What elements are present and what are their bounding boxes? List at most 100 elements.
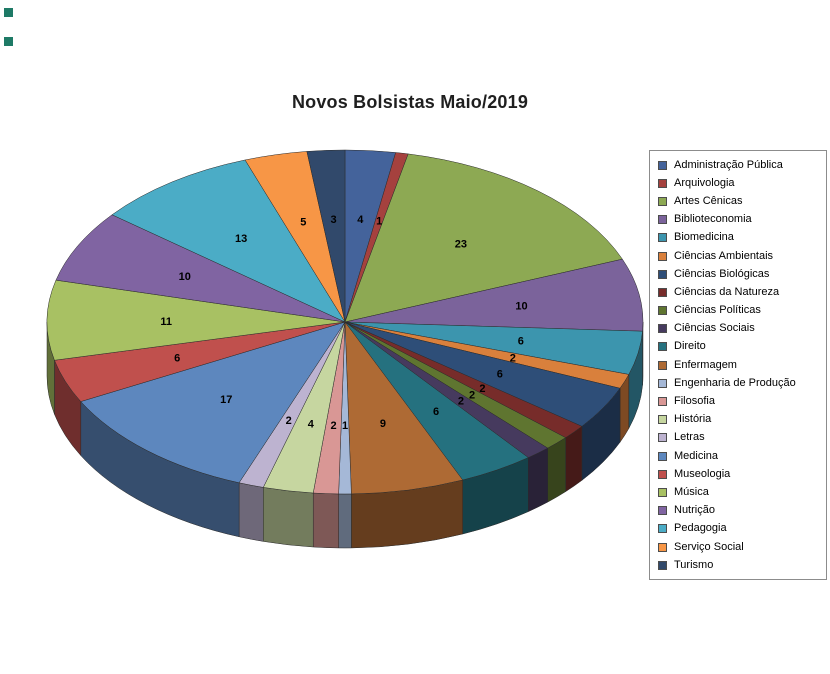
- slice-value-label: 4: [357, 214, 364, 226]
- slice-value-label: 23: [455, 238, 467, 250]
- legend-item: Ciências da Natureza: [650, 283, 826, 301]
- legend-swatch: [658, 360, 667, 370]
- legend-swatch: [658, 542, 667, 552]
- pie-slice-wall: [263, 487, 314, 548]
- legend-item: Arquivologia: [650, 174, 826, 192]
- legend-item: Direito: [650, 338, 826, 356]
- legend-label: Música: [674, 485, 709, 498]
- legend-item: Música: [650, 483, 826, 501]
- pie-slice-wall: [338, 493, 352, 549]
- pie-slice: [344, 258, 644, 332]
- legend-swatch: [658, 378, 667, 388]
- legend-label: Letras: [674, 431, 705, 444]
- pie-slice: [46, 279, 346, 361]
- slice-value-label: 6: [497, 369, 503, 381]
- pie-slice-wall: [547, 437, 566, 503]
- slice-value-label: 11: [160, 316, 172, 328]
- legend-label: Artes Cênicas: [674, 194, 743, 207]
- legend-swatch: [658, 524, 667, 534]
- slice-value-label: 6: [174, 353, 180, 365]
- legend-item: Turismo: [650, 556, 826, 574]
- legend-item: Ciências Sociais: [650, 320, 826, 338]
- legend-item: Filosofia: [650, 392, 826, 410]
- pie-slice-wall: [238, 482, 264, 542]
- pie-slice-wall: [312, 492, 339, 549]
- legend-label: Museologia: [674, 467, 731, 480]
- legend-swatch: [658, 269, 667, 279]
- slice-value-label: 4: [308, 418, 315, 430]
- slice-value-label: 3: [330, 214, 336, 226]
- pie-slice: [80, 321, 346, 484]
- slice-value-label: 6: [518, 336, 524, 348]
- legend-swatch: [658, 160, 667, 170]
- legend-swatch: [658, 433, 667, 443]
- legend-swatch: [658, 178, 667, 188]
- legend-item: História: [650, 411, 826, 429]
- pie-slice-wall: [528, 447, 548, 512]
- legend-label: Administração Pública: [674, 158, 783, 171]
- legend-swatch: [658, 324, 667, 334]
- legend-item: Museologia: [650, 465, 826, 483]
- legend-item: Ciências Biológicas: [650, 265, 826, 283]
- legend-swatch: [658, 397, 667, 407]
- slice-value-label: 9: [380, 418, 386, 430]
- pie-slice: [344, 153, 623, 323]
- legend-label: Filosofia: [674, 395, 715, 408]
- legend-label: Ciências Políticas: [674, 304, 761, 317]
- legend-item: Ciências Políticas: [650, 302, 826, 320]
- legend-item: Nutrição: [650, 502, 826, 520]
- slice-value-label: 1: [376, 216, 382, 228]
- slice-value-label: 2: [510, 353, 516, 365]
- legend-swatch: [658, 469, 667, 479]
- legend-item: Serviço Social: [650, 538, 826, 556]
- legend-swatch: [658, 233, 667, 243]
- slice-value-label: 1: [342, 420, 348, 432]
- legend-item: Engenharia de Produção: [650, 374, 826, 392]
- pie-slice: [111, 159, 346, 323]
- legend-swatch: [658, 196, 667, 206]
- legend-swatch: [658, 451, 667, 461]
- slice-value-label: 13: [235, 233, 247, 245]
- legend-item: Ciências Ambientais: [650, 247, 826, 265]
- legend-item: Medicina: [650, 447, 826, 465]
- legend-swatch: [658, 215, 667, 225]
- slice-value-label: 6: [433, 406, 439, 418]
- legend-label: Arquivologia: [674, 176, 735, 189]
- legend-item: Enfermagem: [650, 356, 826, 374]
- legend-swatch: [658, 287, 667, 297]
- legend-label: Engenharia de Produção: [674, 376, 796, 389]
- pie-slice: [306, 149, 346, 323]
- legend-label: Nutrição: [674, 504, 715, 517]
- legend: Administração Pública Arquivologia Artes C…: [649, 150, 827, 581]
- pie-slice: [55, 214, 346, 323]
- screen-artifact-dot: [4, 37, 13, 46]
- legend-swatch: [658, 560, 667, 570]
- legend-label: Biomedicina: [674, 231, 734, 244]
- slice-value-label: 5: [300, 217, 306, 229]
- legend-label: Pedagogia: [674, 522, 727, 535]
- legend-swatch: [658, 251, 667, 261]
- legend-label: Ciências Biológicas: [674, 267, 770, 280]
- legend-item: Artes Cênicas: [650, 192, 826, 210]
- slice-value-label: 10: [515, 301, 527, 313]
- legend-item: Biomedicina: [650, 229, 826, 247]
- legend-item: Administração Pública: [650, 156, 826, 174]
- slice-value-label: 10: [179, 271, 191, 283]
- legend-label: Ciências Ambientais: [674, 249, 774, 262]
- legend-item: Letras: [650, 429, 826, 447]
- legend-swatch: [658, 487, 667, 497]
- legend-swatch: [658, 506, 667, 516]
- legend-item: Biblioteconomia: [650, 211, 826, 229]
- slice-value-label: 2: [458, 396, 464, 408]
- legend-swatch: [658, 306, 667, 316]
- legend-label: Ciências Sociais: [674, 322, 755, 335]
- slice-value-label: 2: [330, 420, 336, 432]
- slice-value-label: 2: [469, 390, 475, 402]
- legend-label: Medicina: [674, 449, 719, 462]
- legend-swatch: [658, 342, 667, 352]
- legend-label: Enfermagem: [674, 358, 737, 371]
- slice-value-label: 2: [286, 415, 292, 427]
- slice-value-label: 17: [220, 394, 232, 406]
